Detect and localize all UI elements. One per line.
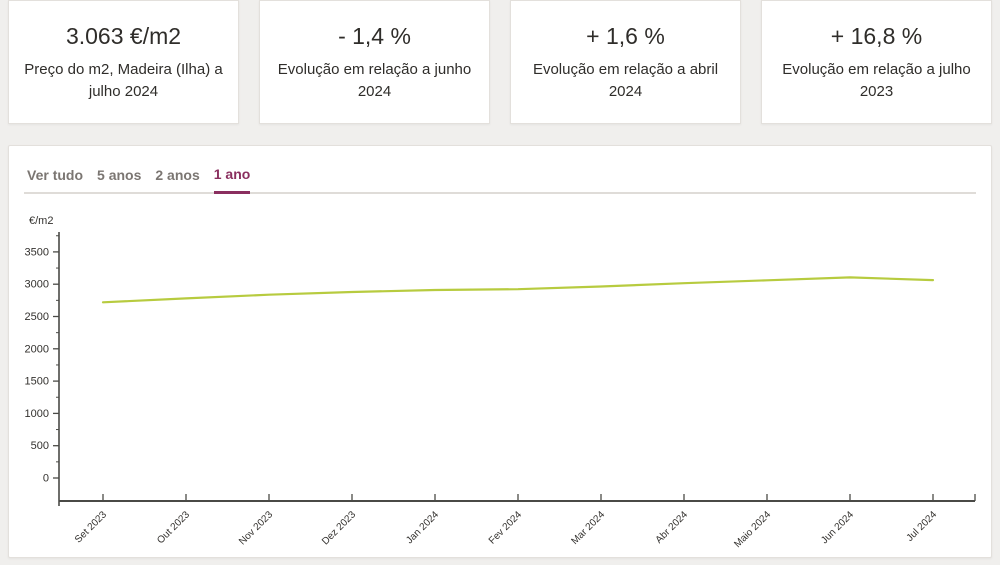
svg-text:Dez 2023: Dez 2023	[320, 509, 358, 547]
svg-text:500: 500	[31, 440, 49, 452]
svg-text:Set 2023: Set 2023	[73, 509, 109, 545]
svg-text:Nov 2023: Nov 2023	[237, 509, 275, 547]
svg-text:Abr 2024: Abr 2024	[654, 509, 691, 546]
svg-text:Fev 2024: Fev 2024	[487, 509, 525, 547]
stat-card-yearly-change: + 16,8 % Evolução em relação a julho 202…	[761, 0, 992, 124]
stat-value: + 16,8 %	[830, 22, 923, 49]
chart-area: €/m2 0 500 1000 1500 2000 2500 3000 3500 Set 2023…	[9, 146, 991, 557]
svg-text:3000: 3000	[25, 279, 49, 291]
stat-cards: 3.063 €/m2 Preço do m2, Madeira (Ilha) a…	[8, 0, 992, 124]
svg-text:Jul 2024: Jul 2024	[905, 509, 940, 544]
svg-text:2500: 2500	[25, 311, 49, 323]
svg-text:Maio 2024: Maio 2024	[732, 509, 773, 550]
svg-text:Jun 2024: Jun 2024	[819, 509, 856, 546]
tab-1-ano[interactable]: 1 ano	[213, 166, 251, 194]
svg-text:Mar 2024: Mar 2024	[569, 509, 607, 547]
tab-2-anos[interactable]: 2 anos	[155, 167, 200, 183]
svg-text:Out 2023: Out 2023	[155, 509, 192, 546]
svg-text:1000: 1000	[25, 408, 49, 420]
svg-text:Jan 2024: Jan 2024	[404, 509, 441, 546]
stat-card-monthly-change: - 1,4 % Evolução em relação a junho 2024	[259, 0, 490, 124]
chart-panel: Ver tudo 5 anos 2 anos 1 ano €/m2 0 500 100…	[8, 145, 992, 558]
svg-text:€/m2: €/m2	[29, 215, 53, 227]
stat-label: Preço do m2, Madeira (Ilha) a julho 2024	[24, 60, 223, 100]
stat-card-price: 3.063 €/m2 Preço do m2, Madeira (Ilha) a…	[8, 0, 239, 124]
stat-value: - 1,4 %	[338, 22, 411, 49]
stat-label: Evolução em relação a abril 2024	[532, 60, 719, 100]
stat-value: + 1,6 %	[586, 22, 665, 49]
svg-text:3500: 3500	[25, 246, 49, 258]
stat-card-quarterly-change: + 1,6 % Evolução em relação a abril 2024	[510, 0, 741, 124]
price-line-chart: €/m2 0 500 1000 1500 2000 2500 3000 3500 Set 2023…	[25, 215, 976, 550]
svg-text:2000: 2000	[25, 343, 49, 355]
svg-text:1500: 1500	[25, 376, 49, 388]
tab-5-anos[interactable]: 5 anos	[97, 167, 142, 183]
tab-ver-tudo[interactable]: Ver tudo	[27, 167, 84, 183]
stat-label: Evolução em relação a junho 2024	[277, 60, 472, 100]
stat-value: 3.063 €/m2	[65, 22, 182, 49]
range-tabs: Ver tudo 5 anos 2 anos 1 ano	[24, 146, 976, 194]
svg-text:0: 0	[43, 473, 49, 485]
stat-label: Evolução em relação a julho 2023	[782, 60, 971, 100]
